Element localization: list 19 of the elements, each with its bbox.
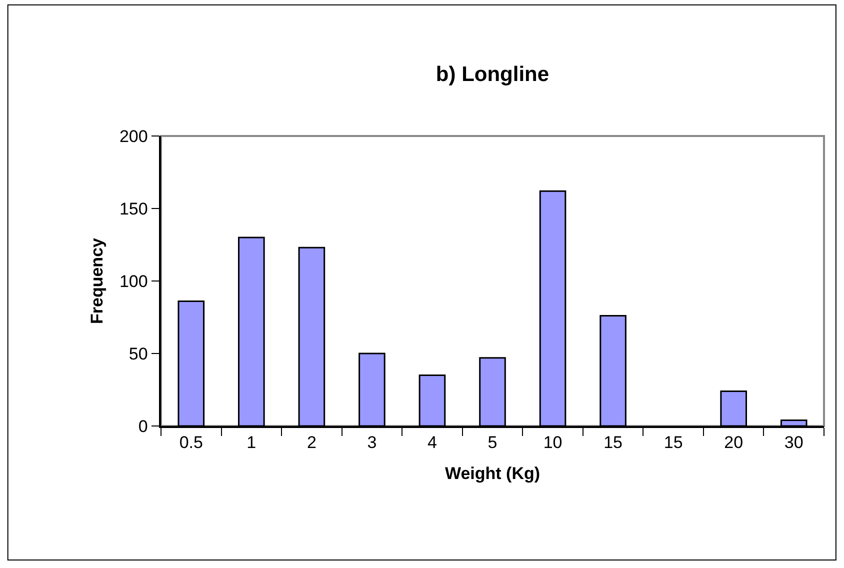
y-tick-label: 200 [119, 126, 148, 146]
y-tick-label: 100 [119, 272, 148, 291]
x-tick-label: 15 [604, 433, 623, 452]
y-tick-label: 0 [138, 416, 148, 436]
x-tick-label: 0.5 [179, 433, 203, 452]
x-tick-label: 10 [543, 433, 562, 452]
chart-title: b) Longline [436, 63, 550, 86]
x-axis-title: Weight (Kg) [444, 464, 540, 484]
x-tick-label: 20 [724, 433, 744, 452]
x-tick-label: 2 [306, 433, 316, 452]
x-tick-label: 30 [784, 433, 804, 452]
x-tick-label: 4 [427, 433, 437, 452]
y-tick-label: 50 [128, 344, 148, 364]
x-tick-label: 1 [246, 433, 256, 452]
y-tick-label: 150 [119, 199, 148, 218]
x-tick-label: 3 [367, 433, 377, 452]
y-axis-title: Frequency [88, 237, 107, 324]
x-tick-label: 15 [664, 433, 683, 452]
x-tick-label: 5 [488, 433, 498, 452]
